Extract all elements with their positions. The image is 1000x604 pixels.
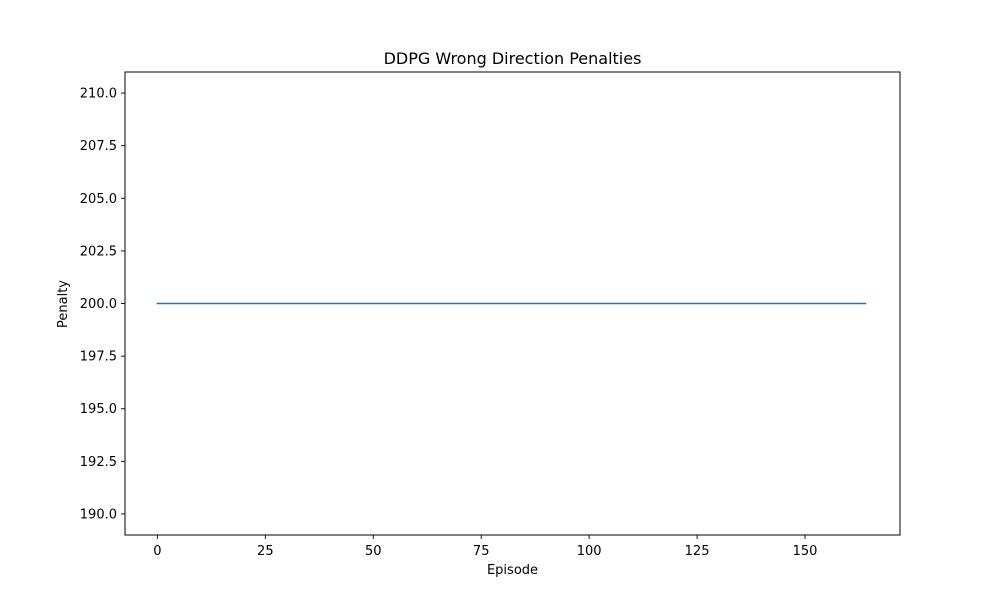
y-tick-label: 205.0 xyxy=(80,192,117,207)
y-tick-label: 200.0 xyxy=(80,297,117,312)
x-tick-label: 0 xyxy=(153,544,161,559)
x-axis-label: Episode xyxy=(487,563,538,578)
x-tick-label: 125 xyxy=(685,544,710,559)
y-tick-label: 210.0 xyxy=(80,87,117,102)
y-tick-label: 197.5 xyxy=(80,350,117,365)
y-tick-label: 192.5 xyxy=(80,455,117,470)
x-tick-label: 150 xyxy=(793,544,818,559)
y-axis-label: Penalty xyxy=(56,280,71,328)
y-tick-label: 207.5 xyxy=(80,139,117,154)
x-tick-label: 50 xyxy=(365,544,382,559)
y-tick-label: 190.0 xyxy=(80,507,117,522)
x-tick-label: 75 xyxy=(473,544,490,559)
chart-title: DDPG Wrong Direction Penalties xyxy=(384,49,642,68)
x-tick-label: 25 xyxy=(257,544,274,559)
axes: 0 25 50 75 100 125 150 190.0 192.5 195.0 197.5 200.… xyxy=(80,71,901,559)
y-tick-label: 195.0 xyxy=(80,402,117,417)
x-tick-label: 100 xyxy=(577,544,602,559)
y-tick-label: 202.5 xyxy=(80,244,117,259)
